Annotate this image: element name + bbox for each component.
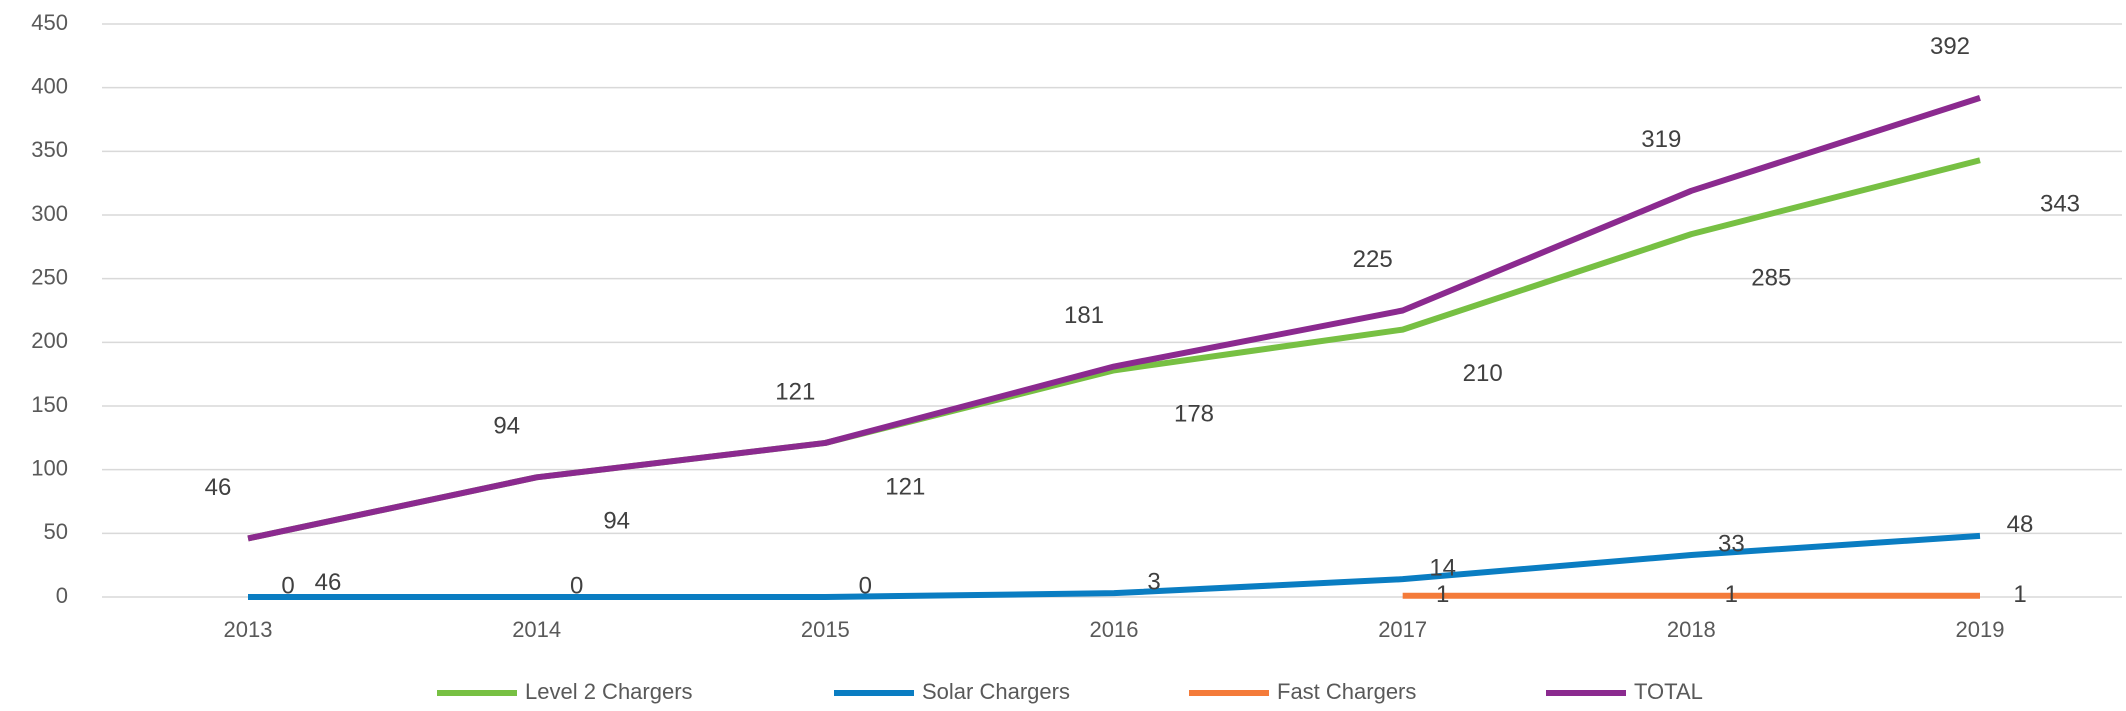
y-tick-label: 400 [31,73,68,98]
data-label: 0 [859,572,872,599]
x-tick-label: 2015 [801,617,850,642]
data-label: 121 [885,473,925,500]
data-label: 94 [603,508,630,535]
y-tick-label: 50 [44,519,68,544]
legend-label: Fast Chargers [1277,679,1416,704]
data-label: 210 [1463,360,1503,387]
data-label: 94 [493,413,520,440]
y-tick-label: 100 [31,455,68,480]
x-tick-label: 2016 [1090,617,1139,642]
x-tick-label: 2013 [224,617,273,642]
data-label: 1 [1725,581,1738,608]
data-label: 178 [1174,401,1214,428]
legend-label: Solar Chargers [922,679,1070,704]
series-line [247,94,1981,542]
x-tick-label: 2019 [1956,617,2005,642]
data-label: 1 [2013,581,2026,608]
data-label: 46 [205,474,232,501]
legend-label: TOTAL [1634,679,1703,704]
y-tick-label: 150 [31,392,68,417]
y-tick-label: 300 [31,201,68,226]
y-tick-label: 200 [31,328,68,353]
data-label: 48 [2007,511,2034,538]
x-tick-label: 2014 [512,617,561,642]
data-label: 392 [1930,33,1970,60]
data-label: 285 [1751,264,1791,291]
data-label: 0 [281,572,294,599]
data-label: 33 [1718,530,1745,557]
data-label: 343 [2040,191,2080,218]
series-line [248,532,1981,600]
data-label: 181 [1064,302,1104,329]
data-label: 121 [775,378,815,405]
legend-label: Level 2 Chargers [525,679,693,704]
y-tick-label: 450 [31,10,68,35]
data-label: 14 [1429,555,1456,582]
data-label: 46 [315,569,342,596]
x-tick-label: 2018 [1667,617,1716,642]
data-label: 1 [1436,581,1449,608]
y-tick-label: 250 [31,264,68,289]
data-label: 319 [1641,126,1681,153]
x-tick-label: 2017 [1378,617,1427,642]
data-label: 3 [1147,569,1160,596]
data-label: 225 [1353,246,1393,273]
data-label: 0 [570,572,583,599]
y-tick-label: 350 [31,137,68,162]
y-tick-label: 0 [56,583,68,608]
